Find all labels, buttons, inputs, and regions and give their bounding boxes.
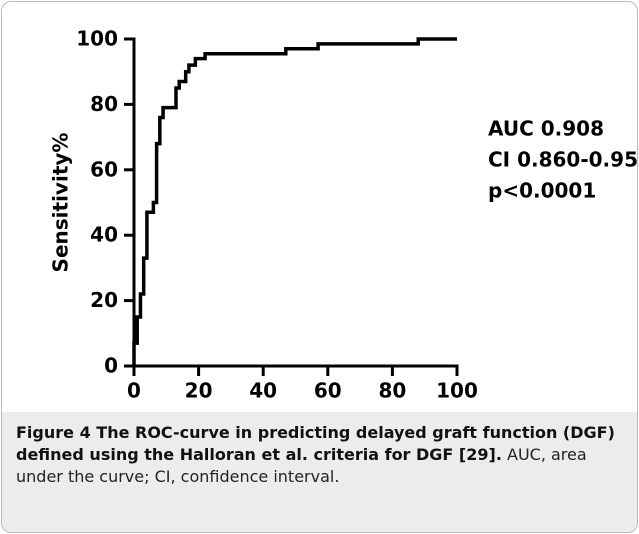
y-tick-label: 20	[90, 288, 118, 312]
annotation: CI 0.860-0.953	[488, 148, 637, 172]
annotation: AUC 0.908	[488, 117, 604, 141]
y-tick-label: 0	[104, 354, 118, 378]
x-tick-label: 100	[436, 379, 478, 403]
x-tick-label: 60	[314, 379, 342, 403]
chart: 020406080100020406080100100% - Specifici…	[49, 27, 638, 403]
caption-title: Figure 4 The ROC-curve in predicting del…	[16, 423, 615, 464]
y-tick-label: 60	[90, 157, 118, 181]
y-axis-label: Sensitivity%	[49, 133, 73, 273]
caption: Figure 4 The ROC-curve in predicting del…	[2, 412, 637, 532]
y-tick-label: 40	[90, 223, 118, 247]
x-tick-label: 80	[378, 379, 406, 403]
caption-text: AUC, area under the curve; CI, confidenc…	[16, 445, 587, 486]
y-tick-label: 100	[76, 27, 118, 51]
x-tick-label: 40	[249, 379, 277, 403]
y-tick-label: 80	[90, 92, 118, 116]
roc-curve	[132, 37, 457, 366]
annotation: p<0.0001	[488, 179, 596, 203]
x-tick-label: 20	[185, 379, 213, 403]
x-tick-label: 0	[127, 379, 141, 403]
